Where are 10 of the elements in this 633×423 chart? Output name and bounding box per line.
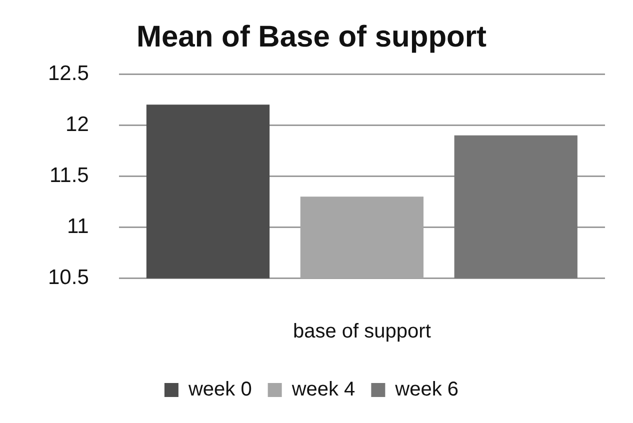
legend-label: week 0 [187,378,252,401]
chart-title: Mean of Base of support [136,20,487,54]
legend-label: week 6 [394,378,459,401]
y-tick-label: 11 [67,215,89,238]
x-axis-title: base of support [293,320,432,343]
y-tick-label: 12.5 [48,62,89,85]
y-tick-label: 10.5 [48,266,89,290]
y-tick-label: 11.5 [50,164,89,187]
legend-label: week 4 [290,378,356,401]
y-tick-label: 12 [66,112,89,136]
